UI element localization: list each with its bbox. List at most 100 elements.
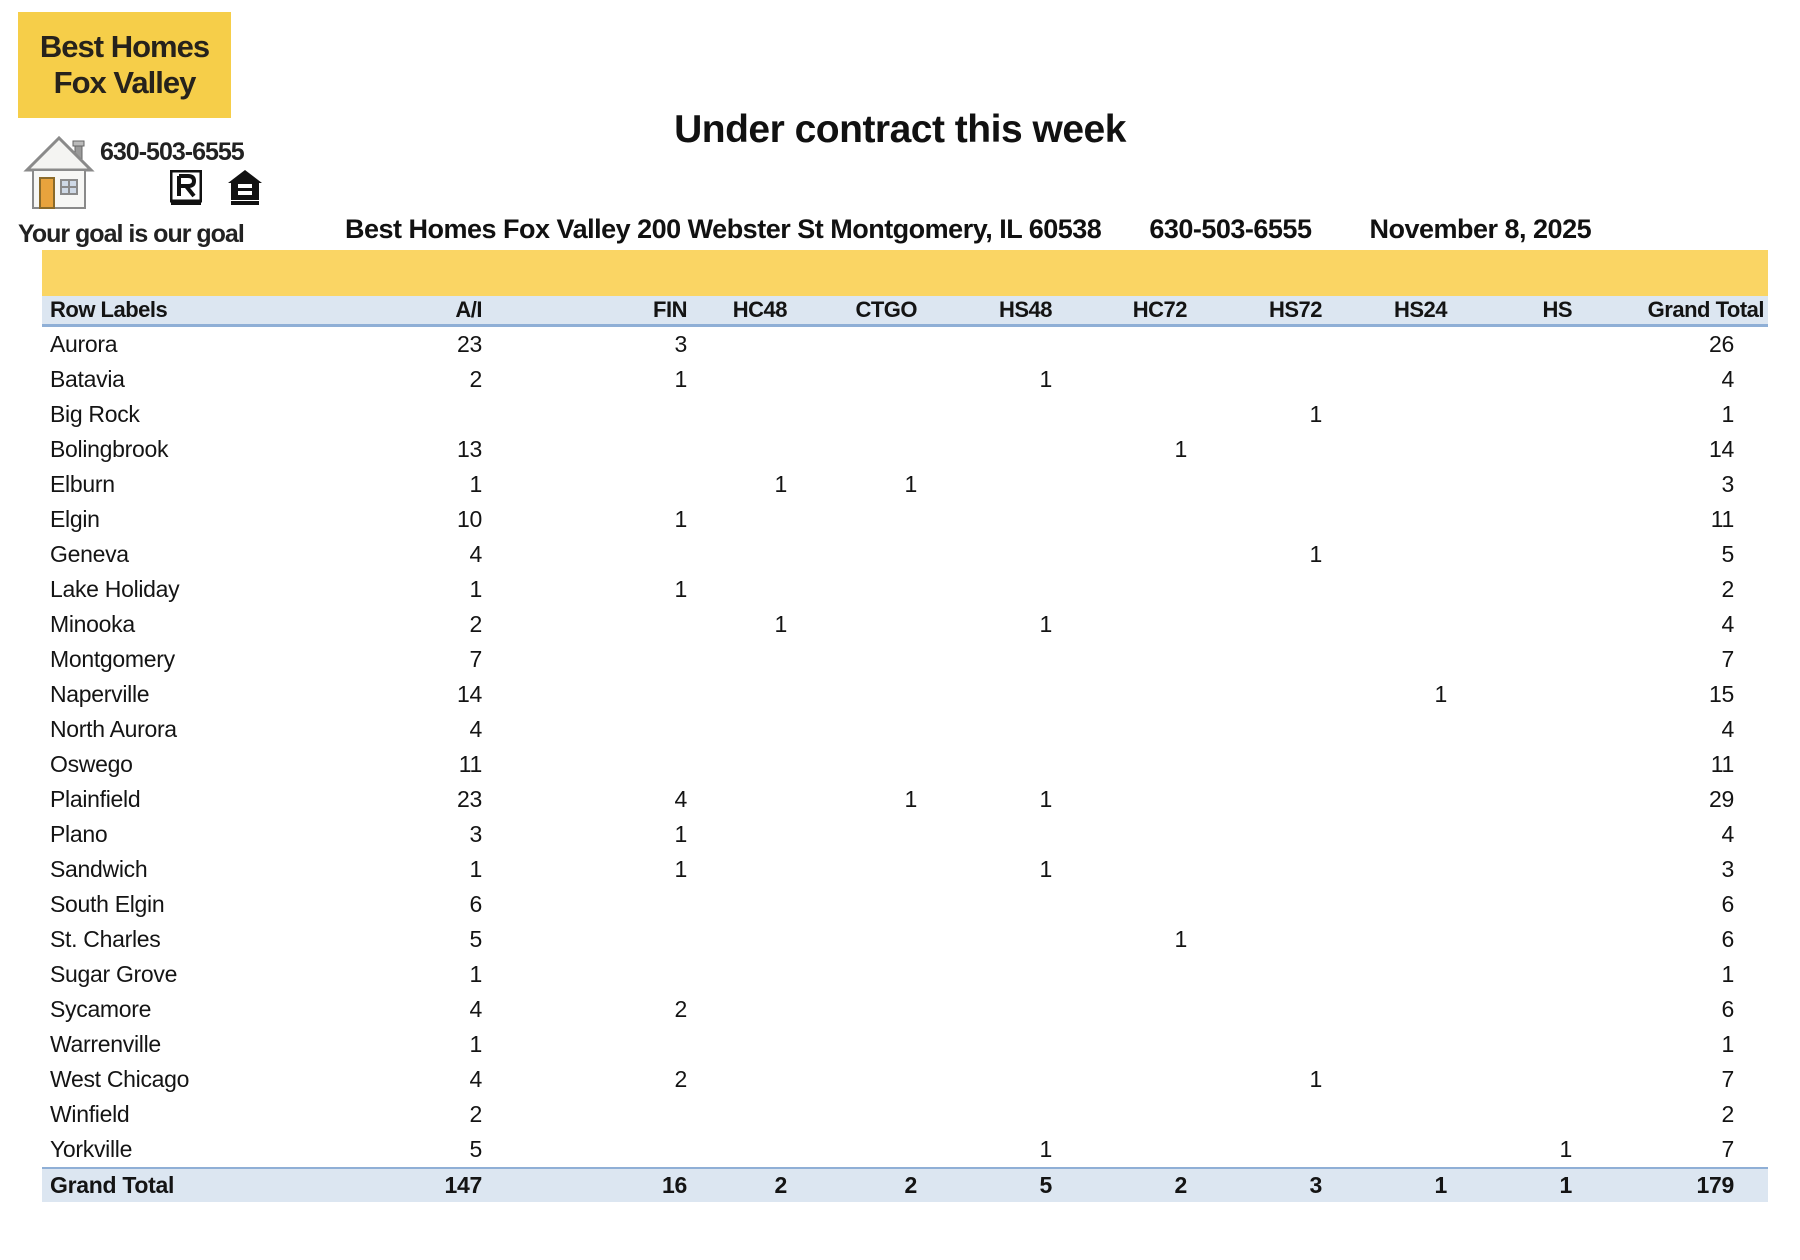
cell-value: 1	[774, 471, 788, 497]
cell-value	[1455, 607, 1580, 642]
cell-value	[925, 992, 1060, 1027]
cell-value: 5	[1721, 541, 1735, 567]
row-label: Elburn	[50, 471, 115, 497]
cell-value	[695, 1062, 795, 1097]
cell-value: 6	[469, 891, 483, 917]
row-label: St. Charles	[50, 926, 161, 952]
cell-value: 2	[469, 611, 483, 637]
cell-value: 1	[674, 821, 688, 847]
col-header-grand-total: Grand Total	[1580, 296, 1768, 327]
cell-value	[695, 1132, 795, 1168]
cell-value: 2	[1721, 1101, 1735, 1127]
cell-value	[1330, 712, 1455, 747]
cell-value	[695, 782, 795, 817]
report-date: November 8, 2025	[1369, 214, 1592, 244]
cell-value	[695, 922, 795, 957]
row-label: South Elgin	[50, 891, 165, 917]
cell-value	[1455, 992, 1580, 1027]
cell-value	[695, 537, 795, 572]
pivot-table-body: Aurora 23 3 26 Batavia 2 1 1 4 Big Rock 1 1 Bolingbr…	[42, 326, 1768, 1202]
cell-value	[925, 747, 1060, 782]
cell-value: 4	[469, 996, 483, 1022]
cell-value	[1195, 782, 1330, 817]
cell-value	[1330, 537, 1455, 572]
row-label: Bolingbrook	[50, 436, 169, 462]
cell-value	[1455, 362, 1580, 397]
cell-value	[1060, 537, 1195, 572]
cell-value	[795, 992, 925, 1027]
cell-value	[1195, 326, 1330, 363]
cell-value	[695, 397, 795, 432]
cell-value	[1330, 642, 1455, 677]
cell-value	[1060, 852, 1195, 887]
cell-value: 1	[1039, 611, 1053, 637]
cell-value: 147	[292, 1167, 490, 1202]
cell-value: 1	[774, 611, 788, 637]
cell-value	[1060, 326, 1195, 363]
cell-value	[1330, 326, 1455, 363]
cell-value: 4	[469, 541, 483, 567]
cell-value	[1455, 642, 1580, 677]
cell-value	[795, 537, 925, 572]
cell-value	[490, 1132, 695, 1168]
cell-value	[490, 607, 695, 642]
cell-value	[695, 1027, 795, 1062]
cell-value: 1	[469, 1031, 483, 1057]
cell-value: 1	[674, 506, 688, 532]
cell-value	[795, 326, 925, 363]
realtor-icon	[169, 169, 203, 211]
cell-value	[1060, 362, 1195, 397]
cell-value	[695, 677, 795, 712]
cell-value	[1330, 467, 1455, 502]
cell-value: 4	[469, 716, 483, 742]
cell-value	[490, 432, 695, 467]
cell-value: 15	[1709, 681, 1734, 707]
cell-value	[795, 397, 925, 432]
cell-value: 1	[1721, 961, 1735, 987]
cell-value: 6	[1721, 996, 1735, 1022]
row-label: Sycamore	[50, 996, 152, 1022]
cell-value	[795, 1097, 925, 1132]
report-subtitle: Best Homes Fox Valley 200 Webster St Mon…	[345, 214, 1592, 245]
header-phone: 630-503-6555	[1149, 214, 1312, 244]
cell-value	[695, 1097, 795, 1132]
cell-value	[1195, 957, 1330, 992]
table-row: Plano 3 1 4	[42, 817, 1768, 852]
cell-value	[1195, 1027, 1330, 1062]
cell-value	[695, 747, 795, 782]
cell-value	[1195, 362, 1330, 397]
cell-value	[695, 432, 795, 467]
logo-yellow-box: Best Homes Fox Valley	[18, 12, 231, 118]
cell-value	[1060, 957, 1195, 992]
cell-value: 2	[674, 996, 688, 1022]
cell-value	[1455, 537, 1580, 572]
cell-value	[1195, 922, 1330, 957]
table-row: Warrenville 1 1	[42, 1027, 1768, 1062]
cell-value: 1	[1039, 786, 1053, 812]
row-label: North Aurora	[50, 716, 177, 742]
cell-value	[1455, 502, 1580, 537]
cell-value: 1	[1330, 1167, 1455, 1202]
cell-value	[795, 1027, 925, 1062]
cell-value	[1330, 572, 1455, 607]
cell-value: 26	[1709, 331, 1734, 357]
cell-value	[1455, 852, 1580, 887]
cell-value: 1	[1721, 1031, 1735, 1057]
cell-value: 1	[674, 856, 688, 882]
cell-value: 4	[1721, 611, 1735, 637]
cell-value	[795, 747, 925, 782]
cell-value	[795, 852, 925, 887]
house-clipart-icon	[23, 135, 95, 215]
table-row: Elgin 10 1 11	[42, 502, 1768, 537]
cell-value	[1195, 747, 1330, 782]
row-label: Yorkville	[50, 1136, 133, 1162]
cell-value: 1	[1174, 436, 1188, 462]
col-header-hc72: HC72	[1060, 296, 1195, 327]
cell-value: 4	[469, 1066, 483, 1092]
cell-value: 6	[1721, 891, 1735, 917]
table-row: Bolingbrook 13 1 14	[42, 432, 1768, 467]
cell-value	[695, 326, 795, 363]
cell-value: 2	[795, 1167, 925, 1202]
cell-value: 6	[1721, 926, 1735, 952]
cell-value	[490, 1097, 695, 1132]
